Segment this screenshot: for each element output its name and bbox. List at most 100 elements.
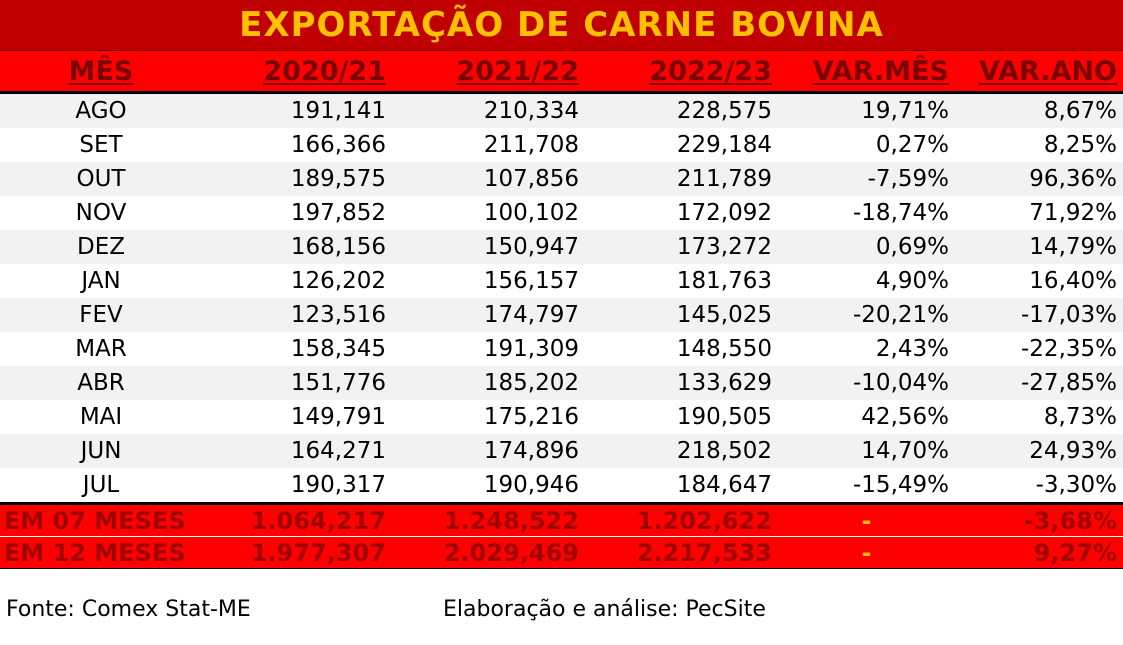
header-row: MÊS 2020/21 2021/22 2022/23 VAR.MÊS VAR.…	[0, 51, 1123, 94]
value-2021-22-cell: 174,896	[392, 434, 585, 468]
table-row: FEV 123,516 174,797 145,025 -20,21% -17,03%	[0, 298, 1123, 332]
value-2020-21-cell: 168,156	[202, 230, 392, 264]
value-2022-23-cell: 184,647	[585, 468, 778, 504]
total-row: EM 12 MESES 1.977,307 2.029,469 2.217,533-9…	[0, 536, 1123, 569]
var-ano-cell: 71,92%	[955, 196, 1123, 230]
value-2020-21-cell: 158,345	[202, 332, 392, 366]
export-table-panel: EXPORTAÇÃO DE CARNE BOVINA MÊS 2020/21 2…	[0, 0, 1123, 569]
value-2022-23-cell: 218,502	[585, 434, 778, 468]
col-header-var-ano: VAR.ANO	[955, 51, 1123, 94]
total-row: EM 07 MESES 1.064,217 1.248,522 1.202,622- -…	[0, 502, 1123, 537]
month-cell: NOV	[0, 196, 202, 230]
total-var-ano-cell: 9,27%	[955, 536, 1123, 569]
month-cell: OUT	[0, 162, 202, 196]
table-row: JUN 164,271 174,896 218,502 14,70% 24,93%	[0, 434, 1123, 468]
var-mes-cell: -18,74%	[778, 196, 955, 230]
value-2021-22-cell: 190,946	[392, 468, 585, 504]
var-ano-cell: -22,35%	[955, 332, 1123, 366]
value-2021-22-cell: 185,202	[392, 366, 585, 400]
month-cell: ABR	[0, 366, 202, 400]
var-mes-cell: 42,56%	[778, 400, 955, 434]
month-cell: JAN	[0, 264, 202, 298]
value-2022-23-cell: 133,629	[585, 366, 778, 400]
source-note: Fonte: Comex Stat-ME	[6, 597, 251, 622]
value-2022-23-cell: 190,505	[585, 400, 778, 434]
total-label-cell: EM 12 MESES	[0, 536, 202, 569]
value-2021-22-cell: 211,708	[392, 128, 585, 162]
value-2021-22-cell: 156,157	[392, 264, 585, 298]
value-2022-23-cell: 148,550	[585, 332, 778, 366]
elaboration-note: Elaboração e análise: PecSite	[443, 597, 766, 622]
value-2021-22-cell: 175,216	[392, 400, 585, 434]
var-mes-cell: 0,69%	[778, 230, 955, 264]
value-2021-22-cell: 107,856	[392, 162, 585, 196]
value-2022-23-cell: 173,272	[585, 230, 778, 264]
var-ano-cell: -27,85%	[955, 366, 1123, 400]
month-cell: DEZ	[0, 230, 202, 264]
total-var-ano-cell: -3,68%	[955, 502, 1123, 537]
col-header-var-mes: VAR.MÊS	[778, 51, 955, 94]
col-header-2020-21: 2020/21	[202, 51, 392, 94]
total-var-mes-cell: -	[778, 536, 955, 569]
table-row: JUL 190,317 190,946 184,647 -15,49% -3,30%	[0, 468, 1123, 504]
var-ano-cell: 14,79%	[955, 230, 1123, 264]
export-table: MÊS 2020/21 2021/22 2022/23 VAR.MÊS VAR.…	[0, 51, 1123, 569]
value-2020-21-cell: 190,317	[202, 468, 392, 504]
var-ano-cell: -17,03%	[955, 298, 1123, 332]
table-row: JAN 126,202 156,157 181,763 4,90% 16,40%	[0, 264, 1123, 298]
total-label-cell: EM 07 MESES	[0, 502, 202, 537]
value-2020-21-cell: 126,202	[202, 264, 392, 298]
table-row: ABR 151,776 185,202 133,629 -10,04% -27,85%	[0, 366, 1123, 400]
value-2021-22-cell: 210,334	[392, 92, 585, 128]
var-ano-cell: 24,93%	[955, 434, 1123, 468]
var-ano-cell: 96,36%	[955, 162, 1123, 196]
value-2022-23-cell: 211,789	[585, 162, 778, 196]
month-cell: JUL	[0, 468, 202, 504]
var-mes-cell: -20,21%	[778, 298, 955, 332]
table-row: AGO 191,141 210,334 228,575 19,71% 8,67%	[0, 92, 1123, 128]
table-row: MAI 149,791 175,216 190,505 42,56% 8,73%	[0, 400, 1123, 434]
value-2022-23-cell: 229,184	[585, 128, 778, 162]
value-2022-23-cell: 172,092	[585, 196, 778, 230]
table-row: MAR 158,345 191,309 148,550 2,43% -22,35%	[0, 332, 1123, 366]
total-2022-23-cell: 2.217,533	[585, 536, 778, 569]
var-mes-cell: -15,49%	[778, 468, 955, 504]
table-body: AGO 191,141 210,334 228,575 19,71% 8,67% SET 16…	[0, 92, 1123, 504]
month-cell: JUN	[0, 434, 202, 468]
value-2020-21-cell: 149,791	[202, 400, 392, 434]
month-cell: MAI	[0, 400, 202, 434]
total-2020-21-cell: 1.977,307	[202, 536, 392, 569]
col-header-mes: MÊS	[0, 51, 202, 94]
total-2022-23-cell: 1.202,622	[585, 502, 778, 537]
month-cell: SET	[0, 128, 202, 162]
value-2021-22-cell: 191,309	[392, 332, 585, 366]
value-2020-21-cell: 166,366	[202, 128, 392, 162]
var-mes-cell: 4,90%	[778, 264, 955, 298]
table-row: OUT 189,575 107,856 211,789 -7,59% 96,36%	[0, 162, 1123, 196]
value-2022-23-cell: 228,575	[585, 92, 778, 128]
value-2020-21-cell: 197,852	[202, 196, 392, 230]
var-ano-cell: 16,40%	[955, 264, 1123, 298]
total-2021-22-cell: 1.248,522	[392, 502, 585, 537]
total-var-mes-cell: -	[778, 502, 955, 537]
var-mes-cell: -10,04%	[778, 366, 955, 400]
col-header-2021-22: 2021/22	[392, 51, 585, 94]
table-title: EXPORTAÇÃO DE CARNE BOVINA	[0, 0, 1123, 51]
var-mes-cell: 19,71%	[778, 92, 955, 128]
var-mes-cell: 14,70%	[778, 434, 955, 468]
col-header-2022-23: 2022/23	[585, 51, 778, 94]
var-mes-cell: 0,27%	[778, 128, 955, 162]
table-totals: EM 07 MESES 1.064,217 1.248,522 1.202,622- -…	[0, 502, 1123, 569]
var-mes-cell: 2,43%	[778, 332, 955, 366]
table-row: DEZ 168,156 150,947 173,272 0,69% 14,79%	[0, 230, 1123, 264]
value-2021-22-cell: 150,947	[392, 230, 585, 264]
total-2020-21-cell: 1.064,217	[202, 502, 392, 537]
var-ano-cell: -3,30%	[955, 468, 1123, 504]
var-ano-cell: 8,67%	[955, 92, 1123, 128]
value-2020-21-cell: 164,271	[202, 434, 392, 468]
table-row: NOV 197,852 100,102 172,092 -18,74% 71,92%	[0, 196, 1123, 230]
value-2020-21-cell: 151,776	[202, 366, 392, 400]
value-2020-21-cell: 191,141	[202, 92, 392, 128]
value-2022-23-cell: 145,025	[585, 298, 778, 332]
month-cell: MAR	[0, 332, 202, 366]
